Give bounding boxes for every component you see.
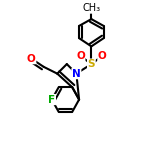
Text: F: F <box>48 94 55 105</box>
Text: N: N <box>72 69 81 79</box>
Text: S: S <box>88 59 95 69</box>
Text: O: O <box>98 51 107 61</box>
Text: O: O <box>27 54 36 64</box>
Text: O: O <box>76 51 85 61</box>
Text: CH₃: CH₃ <box>82 3 100 13</box>
